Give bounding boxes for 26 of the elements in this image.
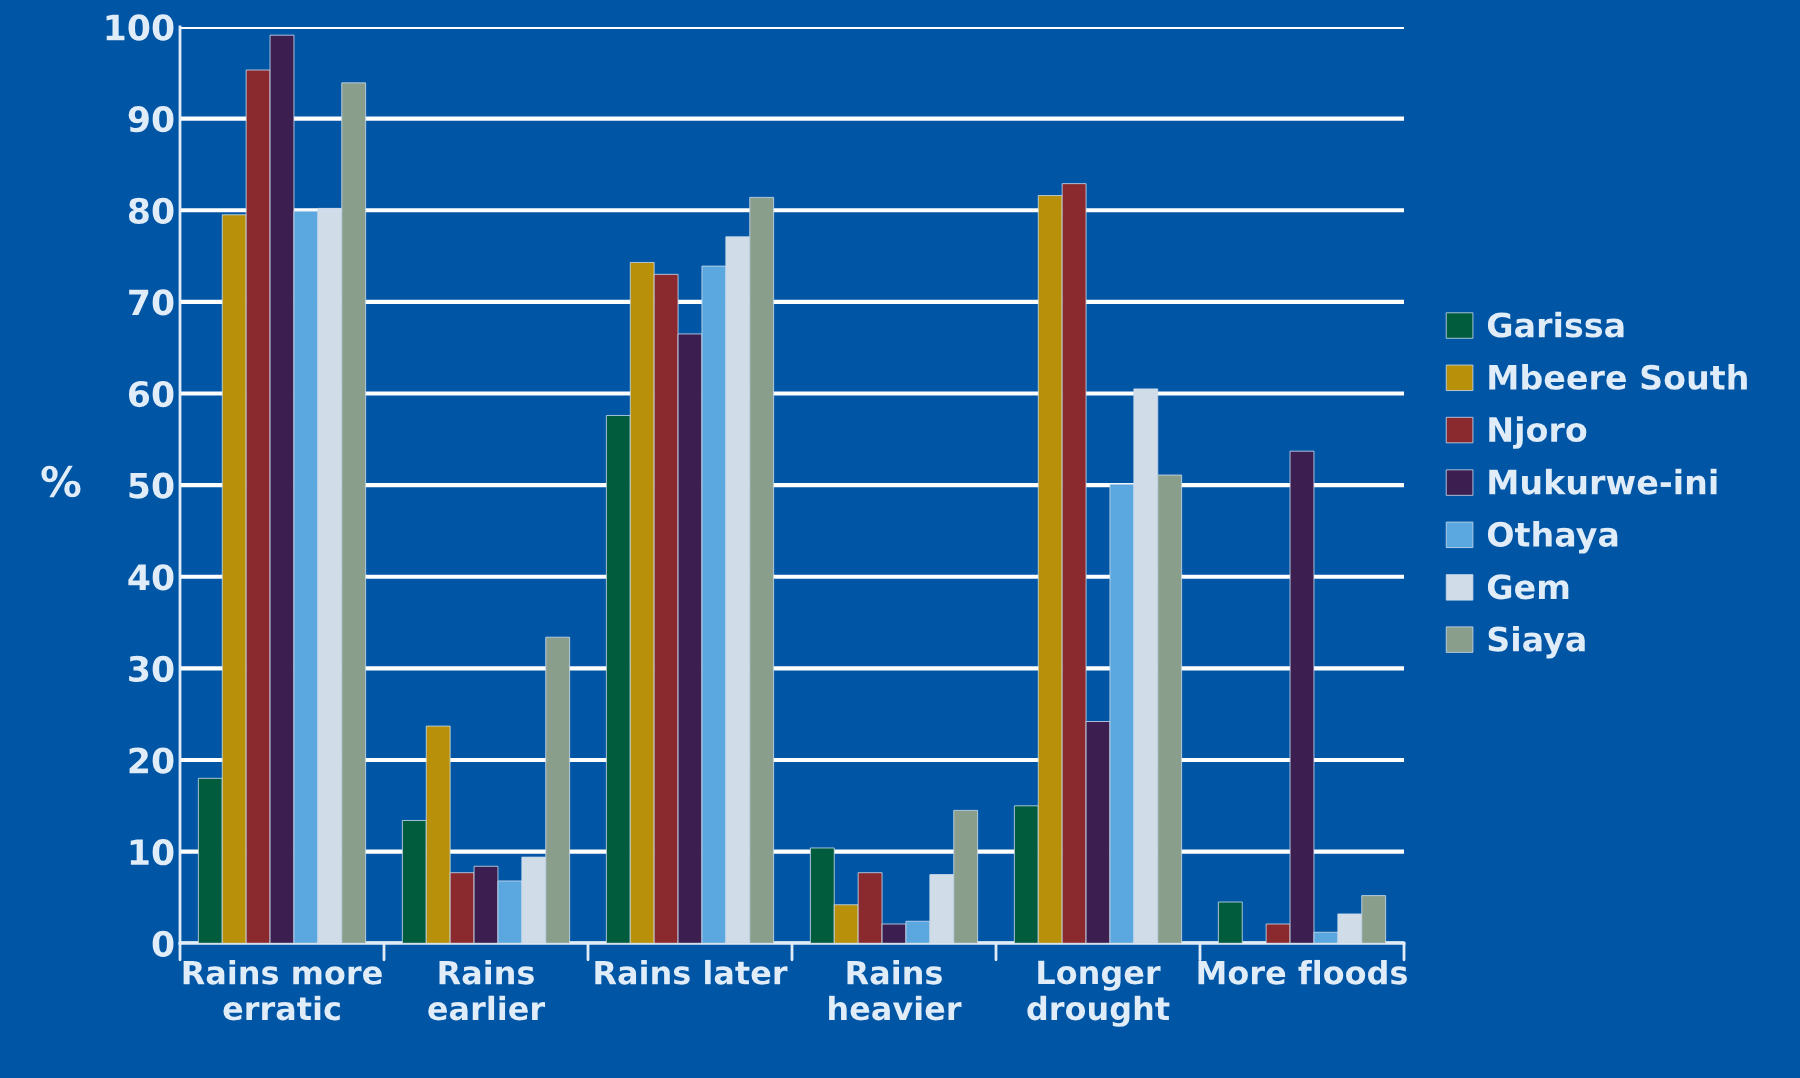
y-tick-label: 60 — [128, 380, 174, 408]
y-tick-label: 50 — [129, 472, 174, 499]
x-tick-label: Rains more erratic — [183, 959, 382, 1021]
legend-label: Siaya — [1488, 625, 1585, 659]
y-tick-label: 20 — [129, 747, 174, 774]
x-tick-label: Rains later — [595, 959, 788, 985]
legend-label: Garissa — [1487, 311, 1624, 338]
y-tick-label: 90 — [128, 106, 174, 133]
y-tick-label: 0 — [152, 930, 174, 957]
legend-label: Mukurwe-ini — [1489, 468, 1717, 495]
x-tick-label: More floods — [1198, 959, 1407, 985]
x-tick-label: Rains heavier — [829, 959, 962, 1021]
legend-label: Mbeere South — [1489, 364, 1747, 390]
legend-label: Njoro — [1489, 416, 1587, 449]
legend-label: Othaya — [1487, 521, 1618, 554]
y-tick-label: 70 — [129, 289, 174, 316]
x-tick-label: Longer drought — [1027, 960, 1170, 1027]
y-tick-label: 40 — [128, 564, 174, 591]
x-tick-label: Rains earlier — [428, 959, 546, 1021]
bar — [1217, 901, 1243, 944]
y-tick-label: 100 — [106, 14, 174, 41]
y-tick-label: 80 — [128, 197, 174, 224]
y-axis-title: % — [41, 465, 81, 498]
y-tick-label: 10 — [130, 839, 174, 866]
legend-label: Gem — [1487, 574, 1569, 600]
y-tick-label: 30 — [129, 655, 174, 683]
